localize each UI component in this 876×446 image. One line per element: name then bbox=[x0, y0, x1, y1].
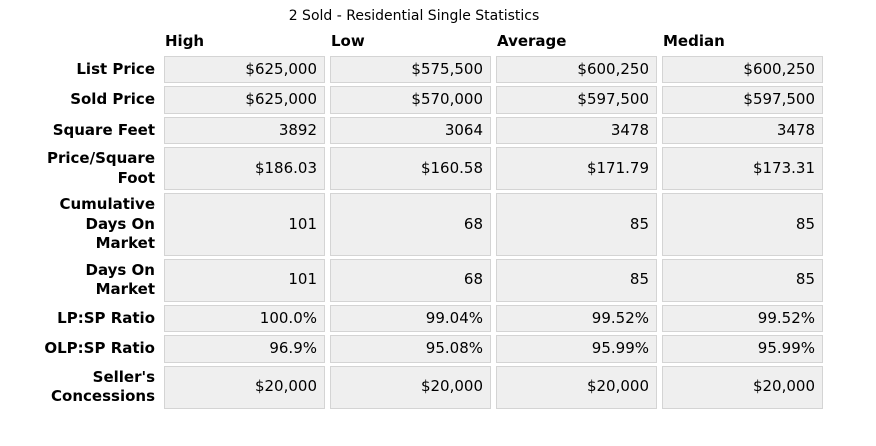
statistics-table: High Low Average Median List Price $625,000 $… bbox=[0, 28, 828, 412]
table-row: Cumulative Days On Market 101 68 85 85 bbox=[5, 193, 823, 256]
value-cell: $625,000 bbox=[164, 55, 325, 83]
table-row: Seller's Concessions $20,000 $20,000 $20,00… bbox=[5, 365, 823, 409]
header-row: High Low Average Median bbox=[5, 31, 823, 53]
column-header-average: Average bbox=[497, 32, 567, 50]
value-cell: $173.31 bbox=[662, 147, 823, 190]
value-cell: $600,250 bbox=[496, 55, 657, 83]
value-cell: $171.79 bbox=[496, 147, 657, 190]
value-cell: 95.99% bbox=[496, 335, 657, 363]
row-label: Seller's Concessions bbox=[51, 367, 155, 406]
value-cell: 101 bbox=[164, 193, 325, 256]
row-label: List Price bbox=[76, 59, 155, 78]
value-cell: 3478 bbox=[662, 116, 823, 144]
value-cell: 100.0% bbox=[164, 304, 325, 332]
column-header-low: Low bbox=[331, 32, 365, 50]
row-label: Square Feet bbox=[52, 120, 155, 139]
row-label: LP:SP Ratio bbox=[57, 308, 155, 327]
row-label: Cumulative Days On Market bbox=[59, 195, 155, 252]
table-row: Square Feet 3892 3064 3478 3478 bbox=[5, 116, 823, 144]
value-cell: $20,000 bbox=[330, 365, 491, 409]
value-cell: 85 bbox=[662, 258, 823, 302]
value-cell: $597,500 bbox=[662, 86, 823, 114]
value-cell: 68 bbox=[330, 193, 491, 256]
value-cell: 3064 bbox=[330, 116, 491, 144]
value-cell: $600,250 bbox=[662, 55, 823, 83]
value-cell: 85 bbox=[662, 193, 823, 256]
value-cell: 3892 bbox=[164, 116, 325, 144]
table-row: Days On Market 101 68 85 85 bbox=[5, 258, 823, 302]
table-row: List Price $625,000 $575,500 $600,250 $600,2… bbox=[5, 55, 823, 83]
value-cell: $186.03 bbox=[164, 147, 325, 190]
value-cell: 95.99% bbox=[662, 335, 823, 363]
value-cell: $20,000 bbox=[662, 365, 823, 409]
statistics-panel: 2 Sold - Residential Single Statistics H… bbox=[0, 8, 828, 412]
table-row: LP:SP Ratio 100.0% 99.04% 99.52% 99.52% bbox=[5, 304, 823, 332]
value-cell: 95.08% bbox=[330, 335, 491, 363]
row-label: Days On Market bbox=[85, 260, 155, 299]
value-cell: 3478 bbox=[496, 116, 657, 144]
value-cell: 101 bbox=[164, 258, 325, 302]
value-cell: $625,000 bbox=[164, 86, 325, 114]
value-cell: $160.58 bbox=[330, 147, 491, 190]
column-header-median: Median bbox=[663, 32, 725, 50]
value-cell: $20,000 bbox=[164, 365, 325, 409]
value-cell: 99.04% bbox=[330, 304, 491, 332]
table-row: Sold Price $625,000 $570,000 $597,500 $597,5… bbox=[5, 86, 823, 114]
row-label: OLP:SP Ratio bbox=[44, 339, 155, 357]
value-cell: $20,000 bbox=[496, 365, 657, 409]
value-cell: 99.52% bbox=[496, 304, 657, 332]
row-label-header-spacer bbox=[5, 31, 159, 53]
value-cell: 85 bbox=[496, 193, 657, 256]
value-cell: $570,000 bbox=[330, 86, 491, 114]
value-cell: 85 bbox=[496, 258, 657, 302]
page-title: 2 Sold - Residential Single Statistics bbox=[288, 8, 540, 24]
table-row: OLP:SP Ratio 96.9% 95.08% 95.99% 95.99% bbox=[5, 335, 823, 363]
value-cell: $597,500 bbox=[496, 86, 657, 114]
column-header-high: High bbox=[165, 32, 205, 50]
row-label: Sold Price bbox=[70, 90, 155, 108]
value-cell: 68 bbox=[330, 258, 491, 302]
row-label: Price/Square Foot bbox=[47, 149, 155, 187]
table-body: List Price $625,000 $575,500 $600,250 $600,2… bbox=[5, 55, 823, 409]
value-cell: 96.9% bbox=[164, 335, 325, 363]
value-cell: 99.52% bbox=[662, 304, 823, 332]
table-row: Price/Square Foot $186.03 $160.58 $171.79 $1… bbox=[5, 147, 823, 190]
value-cell: $575,500 bbox=[330, 55, 491, 83]
